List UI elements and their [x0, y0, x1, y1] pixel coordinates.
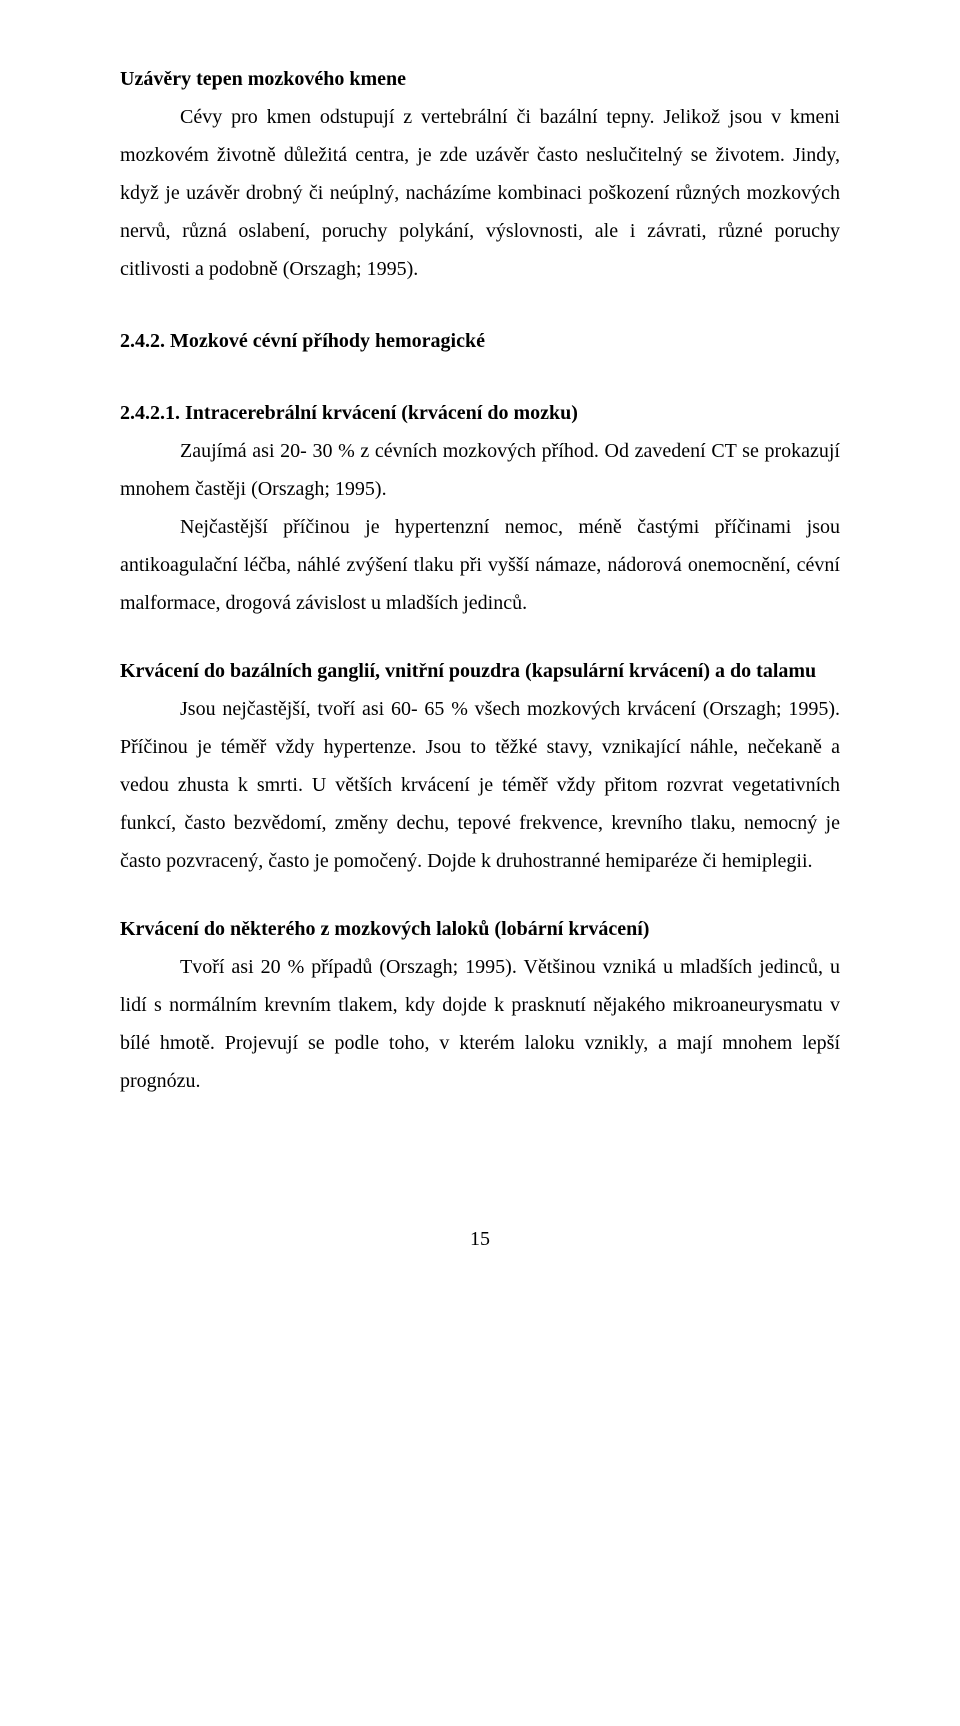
paragraph-intracerebral-2: Nejčastější příčinou je hypertenzní nemo…: [120, 508, 840, 622]
page-number: 15: [120, 1220, 840, 1258]
document-page: Uzávěry tepen mozkového kmene Cévy pro k…: [0, 0, 960, 1726]
heading-hemorrhagic: 2.4.2. Mozkové cévní příhody hemoragické: [120, 322, 840, 360]
paragraph-lobar: Tvoří asi 20 % případů (Orszagh; 1995). …: [120, 948, 840, 1100]
heading-basal-ganglia: Krvácení do bazálních ganglií, vnitřní p…: [120, 652, 840, 690]
paragraph-closures-body: Cévy pro kmen odstupují z vertebrální či…: [120, 98, 840, 288]
spacer: [120, 622, 840, 652]
spacer: [120, 288, 840, 322]
heading-closures: Uzávěry tepen mozkového kmene: [120, 60, 840, 98]
spacer: [120, 360, 840, 394]
spacer: [120, 880, 840, 910]
heading-intracerebral: 2.4.2.1. Intracerebrální krvácení (krvác…: [120, 394, 840, 432]
paragraph-basal-ganglia: Jsou nejčastější, tvoří asi 60- 65 % vše…: [120, 690, 840, 880]
heading-lobar: Krvácení do některého z mozkových laloků…: [120, 910, 840, 948]
paragraph-intracerebral-1: Zaujímá asi 20- 30 % z cévních mozkových…: [120, 432, 840, 508]
